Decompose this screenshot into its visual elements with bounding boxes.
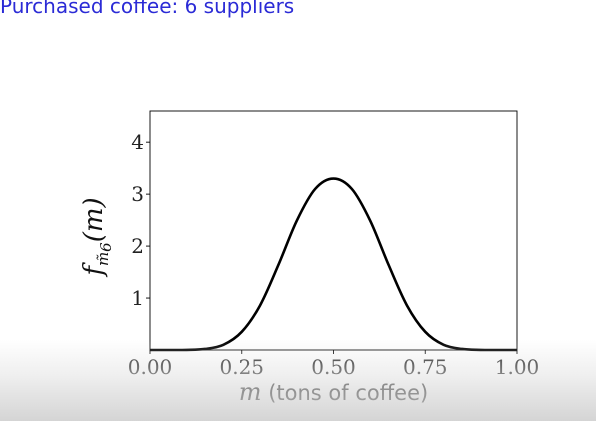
x-tick-label: 0.50 xyxy=(311,355,356,379)
series-group xyxy=(149,177,518,352)
x-tick-label: 0.25 xyxy=(219,355,264,379)
y-tick-label: 4 xyxy=(131,130,144,154)
x-tick-label: 0.00 xyxy=(128,355,173,379)
plot-frame xyxy=(149,110,518,351)
y-tick-label: 2 xyxy=(131,234,144,258)
y-tick-label: 1 xyxy=(131,286,144,310)
ticks-group: 0.00 0.25 0.50 0.75 1.00 1 2 3 4 xyxy=(128,130,540,379)
y-tick-label: 3 xyxy=(131,182,144,206)
y-axis-label: fm̃6(m) xyxy=(79,197,115,277)
x-axis-label: m (tons of coffee) xyxy=(239,378,428,406)
x-tick-label: 0.75 xyxy=(403,355,448,379)
density-line xyxy=(149,177,518,352)
plot-frame-group xyxy=(149,110,518,351)
x-tick-label: 1.00 xyxy=(495,355,540,379)
slide-title: Purchased coffee: 6 suppliers xyxy=(0,0,295,18)
